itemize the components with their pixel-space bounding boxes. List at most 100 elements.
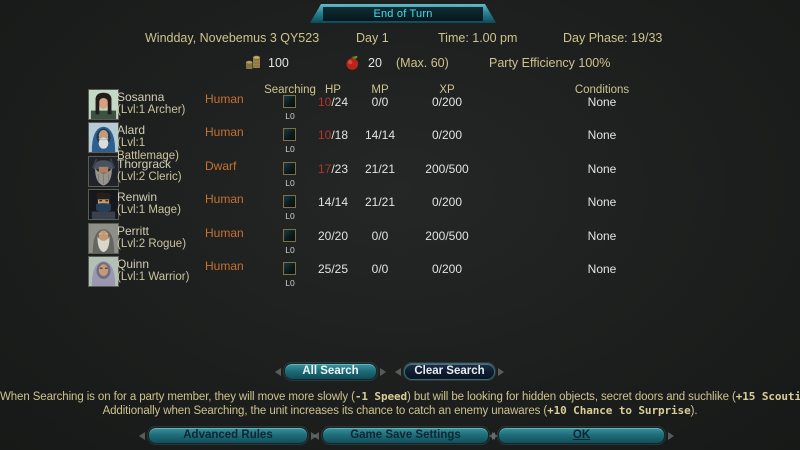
searching-checkbox[interactable] (283, 228, 296, 242)
mp-value: 21/21 (364, 161, 396, 176)
conditions-value: None (587, 195, 617, 209)
table-row: Sosanna (Lvl:1 Archer) Human L0 10/24 0/… (0, 88, 800, 122)
member-name: Renwin (117, 190, 158, 204)
member-name: Perritt (117, 223, 150, 238)
hp-max: /25 (331, 262, 349, 276)
avatar[interactable] (88, 122, 119, 153)
member-name: Alard (117, 123, 146, 137)
hp-value: 17/23 (308, 162, 358, 176)
avatar[interactable] (88, 189, 119, 220)
hp-current: 10 (317, 95, 332, 109)
gold-amount: 100 (268, 56, 289, 70)
search-level-label: L0 (285, 111, 295, 121)
col-header-hp: HP (325, 84, 341, 96)
mp-value: 0/0 (371, 262, 389, 276)
coin-stack-icon (245, 55, 261, 69)
search-level-label: L0 (285, 144, 295, 154)
table-row: Perritt (Lvl:2 Rogue) Human L0 20/20 0/0… (0, 222, 800, 256)
member-race: Human (205, 259, 244, 273)
searching-checkbox[interactable] (283, 161, 296, 175)
member-race: Human (205, 225, 244, 240)
col-header-xp: XP (439, 84, 455, 96)
search-level-label: L0 (285, 177, 295, 188)
member-level-class: (Lvl:2 Rogue) (117, 237, 187, 250)
mp-value: 0/0 (371, 228, 389, 243)
member-level-class: (Lvl:1 Battlemage) (117, 137, 180, 162)
xp-value: 0/200 (431, 262, 463, 276)
table-row: Thorgrack (Lvl:2 Cleric) Dwarf L0 17/23 … (0, 155, 800, 189)
ok-button[interactable]: OK (489, 427, 674, 444)
day-phase-label: Day Phase: 19/33 (563, 31, 663, 45)
advanced-rules-button[interactable]: Advanced Rules (139, 427, 317, 444)
xp-value: 0/200 (431, 195, 463, 209)
member-name: Thorgrack (117, 156, 172, 171)
table-row: Alard (Lvl:1 Battlemage) Human L0 10/18 … (0, 121, 800, 162)
avatar[interactable] (88, 256, 119, 287)
member-name: Quinn (117, 257, 150, 271)
member-race: Human (205, 92, 244, 106)
conditions-value: None (587, 161, 617, 176)
hp-current: 20 (317, 228, 332, 243)
end-of-turn-label: End of Turn (323, 7, 483, 21)
mp-value: 14/14 (364, 128, 396, 142)
member-name: Sosanna (117, 90, 165, 104)
hp-value: 25/25 (308, 262, 358, 276)
conditions-value: None (587, 228, 617, 243)
avatar[interactable] (88, 222, 119, 254)
end-of-turn-button[interactable]: End of Turn (310, 4, 496, 23)
conditions-value: None (587, 95, 617, 109)
food-amount: 20 (368, 56, 382, 70)
date-label: Windday, Novebemus 3 QY523 (145, 31, 320, 45)
member-race: Human (205, 125, 244, 139)
help-text-line2: Additionally when Searching, the unit in… (102, 404, 698, 417)
col-header-searching: Searching (264, 84, 316, 96)
hp-max: /18 (331, 128, 349, 142)
hp-current: 10 (317, 128, 332, 142)
hp-max: /14 (331, 195, 349, 209)
table-row: Quinn (Lvl:1 Warrior) Human L0 25/25 0/0… (0, 255, 800, 289)
member-level-class: (Lvl:1 Mage) (117, 204, 181, 216)
avatar[interactable] (88, 155, 119, 187)
hp-max: /20 (331, 228, 349, 243)
member-race: Human (205, 192, 244, 206)
search-level-label: L0 (285, 278, 295, 288)
hp-value: 10/24 (308, 95, 358, 109)
hp-max: /23 (331, 161, 349, 176)
hp-value: 10/18 (308, 128, 358, 142)
party-efficiency-label: Party Efficiency 100% (489, 56, 611, 70)
help-text-line1: When Searching is on for a party member,… (0, 390, 800, 403)
conditions-value: None (587, 262, 617, 276)
mp-value: 0/0 (371, 95, 389, 109)
member-level-class: (Lvl:1 Warrior) (117, 271, 190, 283)
search-level-label: L0 (285, 211, 295, 221)
game-save-settings-button[interactable]: Game Save Settings (313, 427, 498, 444)
member-race: Dwarf (205, 158, 237, 173)
mp-value: 21/21 (364, 195, 396, 209)
col-header-mp: MP (371, 84, 389, 96)
avatar[interactable] (88, 89, 119, 120)
all-search-button[interactable]: All Search (275, 363, 386, 380)
apple-icon (346, 56, 359, 70)
clear-search-button[interactable]: Clear Search (395, 363, 504, 380)
day-label: Day 1 (356, 31, 389, 45)
searching-checkbox[interactable] (283, 195, 296, 208)
searching-checkbox[interactable] (283, 262, 296, 275)
hp-max: /24 (331, 95, 349, 109)
time-label: Time: 1.00 pm (438, 31, 518, 45)
col-header-conditions: Conditions (574, 84, 630, 96)
hp-current: 25 (317, 262, 332, 276)
xp-value: 200/500 (425, 161, 469, 176)
xp-value: 200/500 (425, 228, 469, 243)
food-max-label: (Max. 60) (396, 56, 449, 70)
hp-current: 14 (317, 195, 332, 209)
conditions-value: None (587, 128, 617, 142)
xp-value: 0/200 (431, 128, 463, 142)
hp-value: 14/14 (308, 195, 358, 209)
member-level-class: (Lvl:1 Archer) (117, 104, 186, 116)
member-level-class: (Lvl:2 Cleric) (117, 170, 182, 183)
searching-checkbox[interactable] (283, 128, 296, 141)
searching-checkbox[interactable] (283, 95, 296, 108)
hp-value: 20/20 (308, 229, 358, 243)
xp-value: 0/200 (431, 95, 463, 109)
